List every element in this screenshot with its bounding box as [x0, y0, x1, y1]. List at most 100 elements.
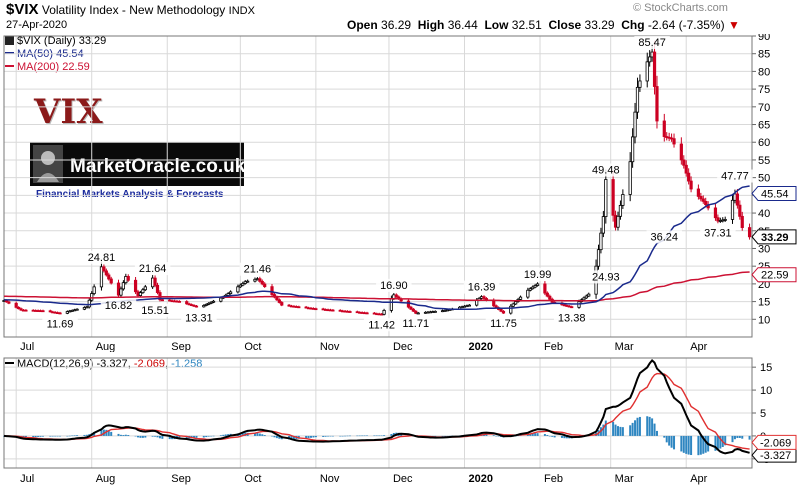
price-candle: [211, 300, 216, 303]
price-tick-label: 40: [758, 208, 770, 220]
price-plot-border: [3, 35, 753, 338]
macd-histogram-bar: [261, 434, 264, 436]
annotation-text: 13.31: [185, 313, 213, 325]
price-candle: [177, 300, 182, 303]
logo-text: MarketOracle.co.uk: [70, 156, 244, 177]
price-candle: [121, 282, 125, 290]
macd-histogram-bar: [612, 421, 615, 436]
open-value: 36.29: [381, 18, 412, 32]
macd-histogram-bar: [738, 435, 741, 438]
price-candle: [645, 61, 649, 82]
price-candle: [652, 51, 657, 87]
annotation-label: 11.75: [485, 317, 522, 331]
price-candle: [611, 179, 615, 216]
macd-histogram-bar: [668, 435, 671, 446]
macd-histogram-bar: [546, 434, 549, 436]
macd-histogram-bar: [227, 434, 230, 436]
price-candle: [297, 306, 301, 309]
macd-month-label: Aug: [96, 473, 116, 485]
macd-histogram-bar: [373, 435, 376, 437]
macd-histogram-bar: [107, 430, 110, 436]
price-candle: [119, 288, 123, 296]
legend-price: $VIX (Daily) 33.29: [5, 35, 106, 47]
macd-histogram-bar: [314, 435, 317, 438]
annotation-label: 13.31: [181, 311, 217, 325]
price-candle: [514, 301, 518, 305]
macd-histogram-bar: [263, 435, 266, 436]
macd-histogram-bar: [178, 435, 181, 439]
macd-histogram-bar: [119, 434, 122, 436]
price-candle: [633, 111, 637, 138]
price-candle: [735, 193, 739, 206]
price-tick-label: 15: [758, 297, 770, 309]
price-candle: [314, 308, 318, 311]
macd-histogram-bar: [565, 435, 568, 439]
annotation-bg: [239, 262, 276, 276]
macd-histogram-bar: [39, 435, 42, 437]
macd-histogram-bar: [714, 435, 717, 451]
macd-month-label: Dec: [393, 473, 413, 485]
price-month-label: Sep: [171, 341, 191, 352]
macd-histogram-bar: [497, 435, 500, 437]
macd-histogram-bar: [655, 430, 658, 436]
price-candle: [730, 199, 735, 220]
price-candle: [204, 303, 208, 306]
macd-histogram-bar: [553, 435, 556, 438]
macd-histogram-bar: [699, 435, 702, 455]
price-candle: [655, 86, 659, 122]
macd-plot-border: [3, 357, 753, 469]
macd-tick-label: 15: [760, 362, 772, 374]
price-candle: [684, 164, 688, 174]
price-candle: [687, 172, 691, 182]
annotation-text: 36.24: [651, 231, 679, 243]
macd-histogram-bar: [195, 435, 198, 438]
macd-histogram-bar: [629, 425, 632, 436]
annotation-text: 19.99: [524, 269, 552, 281]
price-candle: [107, 274, 111, 280]
right-value-label: 22.59: [751, 267, 797, 283]
macd-chart: -5051015JulAugSepOctNovDec2020FebMarApr-…: [3, 357, 797, 485]
macd-histogram-bar: [663, 435, 666, 438]
macd-histogram-bar: [68, 435, 71, 437]
annotation-bg: [363, 318, 400, 332]
annotation-bg: [137, 303, 173, 317]
macd-histogram-bar: [724, 435, 727, 446]
annotation-text: 37.31: [704, 228, 732, 240]
macd-histogram-bar: [390, 434, 393, 436]
macd-histogram-bar: [680, 435, 683, 452]
price-candle: [104, 270, 108, 276]
price-candle: [280, 302, 284, 306]
price-candle: [65, 311, 69, 314]
price-candle: [126, 276, 130, 281]
price-candle: [41, 310, 45, 313]
price-candle: [618, 204, 623, 217]
price-candle: [260, 280, 264, 285]
price-candle: [141, 289, 145, 294]
price-candle: [518, 296, 523, 300]
macd-histogram-bar: [100, 430, 103, 436]
macd-histogram-bar: [41, 435, 44, 437]
macd-histogram-bar: [144, 435, 147, 438]
macd-histogram-bar: [124, 434, 127, 436]
open-label: Open: [347, 18, 378, 32]
price-candle: [601, 216, 605, 234]
legend-ma200: MA(200) 22.59: [5, 61, 90, 73]
macd-histogram-bar: [621, 427, 624, 436]
macd-histogram-bar: [134, 435, 137, 437]
macd-histogram-bar: [560, 435, 563, 438]
annotation-bg: [463, 280, 500, 294]
price-candle: [526, 289, 530, 298]
macd-histogram-bar: [59, 435, 62, 437]
price-candle: [109, 278, 113, 284]
macd-histogram-bar: [73, 435, 76, 436]
macd-line: [3, 358, 750, 455]
annotation-bg: [398, 317, 434, 331]
legend-ma200-text: MA(200) 22.59: [17, 61, 90, 73]
right-label-text: 22.59: [761, 270, 789, 282]
price-tick-label: 55: [758, 155, 770, 167]
annotation-bg: [83, 250, 120, 264]
macd-histogram-bar: [51, 435, 54, 437]
price-candle: [492, 299, 496, 307]
macd-histogram-bar: [110, 431, 113, 436]
